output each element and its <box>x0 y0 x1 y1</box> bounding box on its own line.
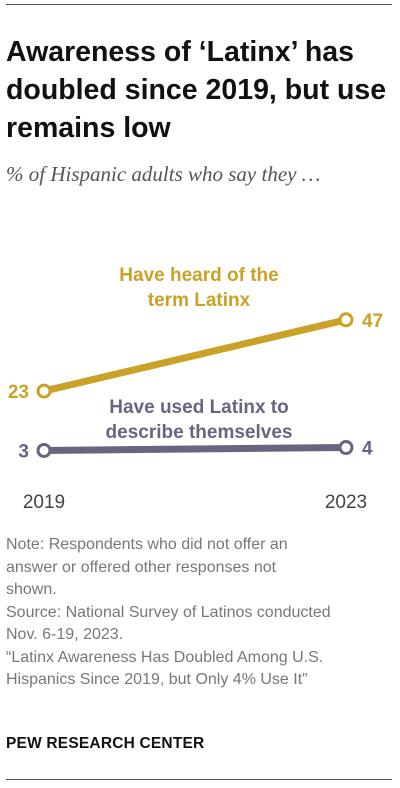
series-label-used: Have used Latinx to <box>109 397 289 418</box>
top-rule <box>6 4 392 5</box>
data-label-heard: 23 <box>8 382 29 403</box>
data-point-heard <box>338 312 354 328</box>
data-point-heard <box>36 383 52 399</box>
series-label-used: describe themselves <box>106 422 293 443</box>
series-line-used <box>43 444 347 454</box>
data-point-used <box>338 440 354 456</box>
chart-title: Awareness of ‘Latinx’ has doubled since … <box>6 36 387 144</box>
data-point-used <box>36 442 52 458</box>
data-label-used: 3 <box>18 441 29 462</box>
note-line: shown. <box>6 581 57 598</box>
chart-subtitle: % of Hispanic adults who say they … <box>6 162 321 186</box>
series-line-heard <box>43 316 347 395</box>
series-label-heard: term Latinx <box>148 290 251 311</box>
note-line: Note: Respondents who did not offer an <box>6 536 288 553</box>
source-line: Source: National Survey of Latinos condu… <box>6 603 331 621</box>
bottom-rule <box>6 779 392 780</box>
x-tick-label: 2023 <box>325 492 367 513</box>
data-label-used: 4 <box>362 439 373 460</box>
x-tick-label: 2019 <box>23 492 65 513</box>
line-chart: 23 47 3 4 Have heard of the term Latinx Have u… <box>8 265 383 513</box>
report-title-line: “Latinx Awareness Has Doubled Among U.S. <box>6 648 324 666</box>
org-name: PEW RESEARCH CENTER <box>6 735 205 752</box>
data-label-heard: 47 <box>362 311 383 332</box>
source-line: Nov. 6-19, 2023. <box>6 626 124 643</box>
chart-notes: Note: Respondents who did not offer an a… <box>6 534 396 692</box>
series-label-heard: Have heard of the <box>119 265 278 286</box>
note-line: answer or offered other responses not <box>6 558 277 576</box>
report-title-line: Hispanics Since 2019, but Only 4% Use It… <box>6 671 308 688</box>
